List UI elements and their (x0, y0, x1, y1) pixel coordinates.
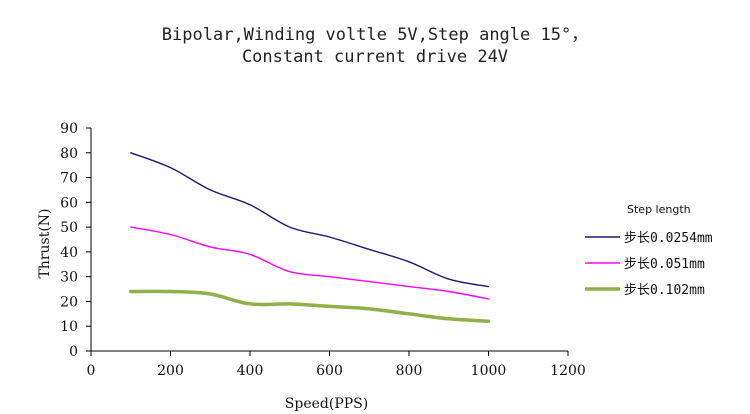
y-tick-label: 10 (60, 319, 78, 335)
chart-title-line1: Bipolar,Winding voltle 5V,Step angle 15°… (161, 25, 589, 45)
x-axis-label: Speed(PPS) (285, 396, 368, 412)
y-tick-label: 50 (60, 220, 78, 236)
legend-label-3: 步长0.102mm (624, 283, 705, 298)
series-line-3 (129, 289, 491, 324)
y-tick-label: 80 (60, 146, 78, 162)
axes: 0 200 400 600 800 1000 1200 0 10 20 30 40 50 60 70 80 90… (37, 121, 586, 412)
y-tick-label: 0 (69, 344, 78, 360)
y-tick-label: 70 (60, 171, 78, 187)
legend-title: Step length (627, 203, 691, 216)
y-tick-label: 20 (60, 294, 78, 310)
x-tick-label: 800 (396, 363, 423, 379)
legend-label-2: 步长0.051mm (624, 257, 705, 272)
y-axis-label: Thrust(N) (37, 208, 53, 278)
x-tick-label: 600 (316, 363, 343, 379)
x-tick-label: 1000 (471, 363, 507, 379)
chart-title-line2: Constant current drive 24V (241, 47, 509, 67)
y-tick-label: 30 (60, 270, 78, 286)
y-tick-label: 90 (60, 121, 78, 137)
x-tick-label: 200 (157, 363, 184, 379)
x-tick-label: 0 (87, 363, 96, 379)
series-line-2 (130, 226, 490, 300)
y-tick-label: 60 (60, 195, 78, 211)
legend-label-1: 步长0.0254mm (624, 231, 713, 246)
x-tick-label: 1200 (550, 363, 586, 379)
x-tick-label: 400 (237, 363, 264, 379)
series-layer (129, 152, 491, 324)
y-tick-label: 40 (60, 245, 78, 261)
series-line-1 (130, 152, 490, 288)
legend: Step length 步长0.0254mm 步长0.051mm 步长0.102mm (585, 203, 713, 298)
